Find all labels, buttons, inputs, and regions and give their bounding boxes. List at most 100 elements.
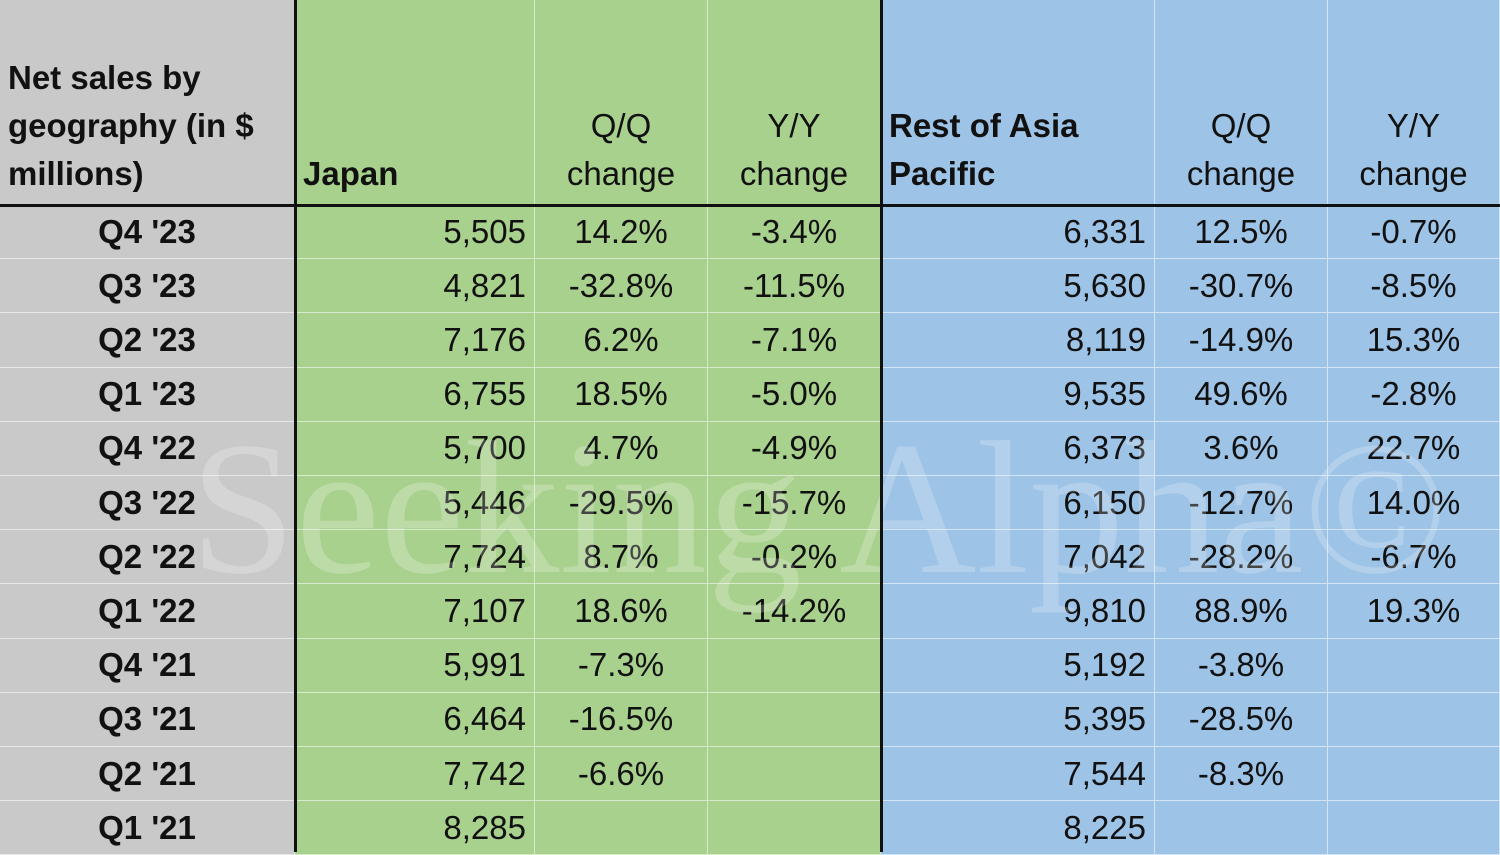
data-cell: 19.3% [1328,584,1500,639]
cell-text: 49.6% [1194,375,1288,413]
data-cell: 5,192 [881,638,1155,693]
cell-text: Q1 '23 [98,375,196,413]
cell-text: 5,630 [1063,266,1146,304]
cell-text: 22.7% [1366,429,1461,467]
cell-text: Japan [303,155,399,192]
cell-text: Q3 '21 [98,700,196,738]
data-cell: -32.8% [535,259,708,314]
data-cell [1155,801,1328,855]
row-label: Q1 '23 [0,367,295,422]
data-cell [1328,638,1500,693]
data-cell: -4.9% [708,421,881,476]
data-cell: -0.2% [708,530,881,585]
data-cell [1328,801,1500,855]
cell-text: 3.6% [1203,429,1279,467]
header-border [0,204,1500,207]
cell-text: Q4 '22 [98,429,196,467]
data-cell: -6.7% [1328,530,1500,585]
cell-text: 8.7% [583,537,659,575]
data-cell: 14.2% [535,205,708,260]
data-cell: 88.9% [1155,584,1328,639]
cell-text: -28.2% [1188,537,1294,575]
data-cell: 6,755 [295,367,535,422]
data-cell: 5,991 [295,638,535,693]
data-cell: -8.5% [1328,259,1500,314]
cell-text: 7,724 [443,537,526,575]
header-cell: Q/Q change [1155,0,1328,205]
data-cell: 7,742 [295,747,535,802]
data-cell: -5.0% [708,367,881,422]
data-cell: 18.6% [535,584,708,639]
cell-text: -16.5% [568,700,674,738]
row-label: Q4 '23 [0,205,295,260]
cell-text: 4.7% [583,429,659,467]
data-cell: 7,724 [295,530,535,585]
cell-text: 18.6% [574,591,668,629]
column-border [880,0,883,852]
cell-text: -8.3% [1197,754,1285,792]
data-cell: 9,535 [881,367,1155,422]
data-cell: 5,505 [295,205,535,260]
cell-text: 6.2% [583,320,659,358]
data-cell: -6.6% [535,747,708,802]
data-cell: -30.7% [1155,259,1328,314]
cell-text: -30.7% [1188,266,1294,304]
header-cell: Y/Y change [708,0,881,205]
cell-text: -3.8% [1197,646,1285,684]
cell-text: -14.9% [1188,320,1294,358]
data-cell: 5,700 [295,421,535,476]
cell-text: 8,285 [443,808,526,846]
data-cell: -12.7% [1155,476,1328,531]
cell-text: 6,373 [1063,429,1146,467]
row-label: Q3 '21 [0,692,295,747]
row-label: Q2 '22 [0,530,295,585]
cell-text: -5.0% [750,375,838,413]
row-label: Q1 '22 [0,584,295,639]
cell-text: 8,225 [1063,808,1146,846]
cell-text: 7,042 [1063,537,1146,575]
cell-text: 19.3% [1366,591,1461,629]
row-label: Q3 '22 [0,476,295,531]
data-cell: 6.2% [535,313,708,368]
header-cell: Net sales by geography (in $ millions) [0,0,295,205]
cell-text: -2.8% [1370,375,1457,413]
cell-text: 7,107 [443,591,526,629]
cell-text: Q3 '22 [98,483,196,521]
data-cell: -3.4% [708,205,881,260]
cell-text: Q4 '21 [98,646,196,684]
cell-text: Q/Q change [566,107,676,192]
cell-text: -6.7% [1370,537,1457,575]
row-label: Q4 '22 [0,421,295,476]
header-cell: Rest of Asia Pacific [881,0,1155,205]
data-cell: 5,630 [881,259,1155,314]
cell-text: 6,755 [443,375,526,413]
data-cell: 49.6% [1155,367,1328,422]
cell-text: 8,119 [1065,320,1146,358]
header-cell: Q/Q change [535,0,708,205]
row-label: Q4 '21 [0,638,295,693]
cell-text: Net sales by geography (in $ millions) [8,59,254,192]
cell-text: Q2 '23 [98,320,196,358]
data-cell: -16.5% [535,692,708,747]
cell-text: 14.0% [1366,483,1461,521]
cell-text: 5,192 [1063,646,1146,684]
cell-text: Q2 '22 [98,537,196,575]
cell-text: 5,505 [443,212,526,250]
cell-text: -29.5% [568,483,674,521]
cell-text: 6,150 [1063,483,1146,521]
data-cell: 18.5% [535,367,708,422]
data-cell [708,747,881,802]
cell-text: 5,446 [443,483,526,521]
data-cell: 5,446 [295,476,535,531]
data-cell: 12.5% [1155,205,1328,260]
row-label: Q2 '21 [0,747,295,802]
data-cell: -11.5% [708,259,881,314]
cell-text: -7.1% [750,320,838,358]
cell-text: -3.4% [750,212,838,250]
cell-text: -0.2% [750,537,838,575]
data-cell: 6,150 [881,476,1155,531]
cell-text: -11.5% [742,266,846,304]
data-cell: 15.3% [1328,313,1500,368]
data-cell: 4.7% [535,421,708,476]
row-label: Q3 '23 [0,259,295,314]
